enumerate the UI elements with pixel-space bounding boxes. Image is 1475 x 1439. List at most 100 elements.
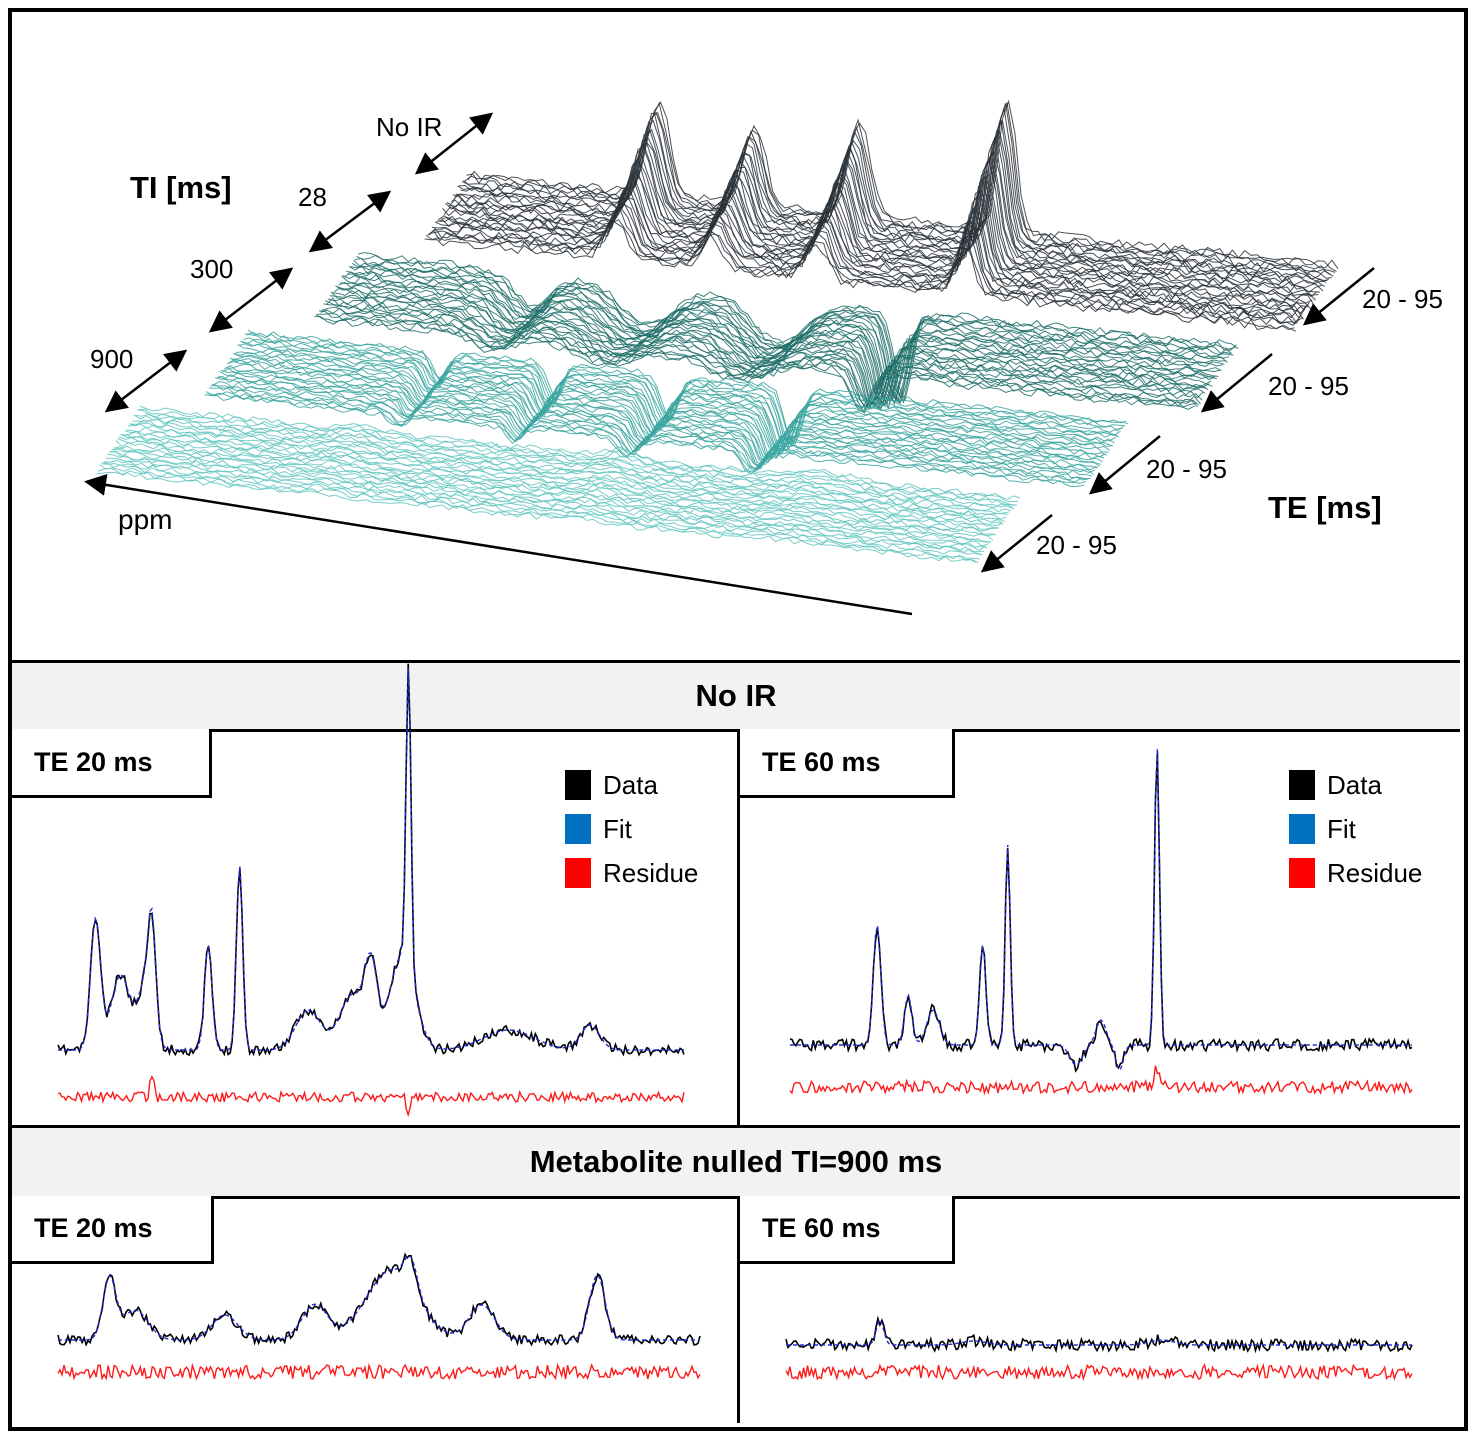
ti-arrow [208,267,294,333]
ti-arrow [104,349,188,413]
stacked-spectra-3d [84,99,1375,616]
spectrum-trace [216,375,1097,471]
residue-trace [57,1362,701,1381]
spectrum-trace [455,135,1327,284]
spectrum-trace [445,157,1316,301]
panel-label-box: TE 20 ms [12,1196,214,1264]
legend-label: Residue [1327,857,1423,888]
legend-label: Residue [603,857,699,888]
spectrum-trace [457,128,1328,281]
ti-arrow [308,190,392,253]
section-title: Metabolite nulled TI=900 ms [529,1144,943,1179]
ppm-axis-label: ppm [118,504,173,535]
spectrum-trace [105,457,986,551]
spectrum-stack [424,99,1339,332]
spectrum-trace [347,270,1228,406]
spectrum-trace [341,275,1222,410]
section-header-no-ir: No IR [12,660,1460,732]
fit-trace [58,668,684,1051]
spectrum-trace [223,364,1105,460]
panel-label-box: TE 20 ms [12,729,212,798]
spectrum-trace [225,363,1106,460]
spectrum-trace [241,338,1123,451]
spectrum-trace [234,351,1115,455]
spectrum-trace [317,312,1198,415]
spectrum-trace [115,440,997,536]
residue-trace [785,1363,1413,1382]
legend-item: Residue [1289,851,1422,895]
legend-swatch-fit [1289,814,1315,844]
spectrum-trace [210,385,1091,480]
spectrum-trace [452,138,1324,292]
spectrum-trace [133,414,1015,510]
data-trace [57,1252,701,1347]
residue-trace [58,1075,685,1118]
spectrum-trace [214,377,1096,474]
spectrum-trace [463,108,1334,277]
te-arrow [1302,267,1375,326]
legend-swatch-residue [1289,858,1315,888]
spectrum-stack [96,405,1021,563]
spectrum-trace [315,313,1197,413]
legend-item: Fit [1289,807,1422,851]
spectrum-trace [446,162,1318,298]
legend-label: Data [603,769,658,800]
panel-label: TE 20 ms [34,1213,153,1243]
spectrum-trace [211,383,1093,477]
spectrum-trace [102,463,983,556]
te-range-label: 20 - 95 [1146,454,1227,484]
legend-label: Fit [1327,813,1356,844]
ti-label-300: 300 [190,254,234,284]
spectrum-trace [136,409,1018,506]
spectrum-trace [332,290,1213,410]
spectrum-trace [96,471,977,563]
fit-trace [58,1254,700,1341]
spectrum-nulled-te60 [785,1315,1413,1382]
legend-item: Data [1289,763,1422,807]
spectrum-trace [440,173,1312,310]
spectrum-noir-te20 [57,663,685,1118]
te-arrow [1088,435,1161,495]
spectrum-stack [204,329,1129,488]
legend: Data Fit Residue [565,763,698,895]
spectrum-trace [458,128,1330,283]
panel-label: TE 60 ms [762,746,881,777]
legend-swatch-fit [565,814,591,844]
ti-label-28: 28 [298,182,327,212]
legend: Data Fit Residue [1289,763,1422,895]
spectrum-trace [207,391,1088,483]
spectrum-trace [448,152,1319,296]
ti-arrow [414,112,494,175]
te-range-label: 20 - 95 [1268,371,1349,401]
spectrum-trace [118,436,1000,530]
section-header-nulled: Metabolite nulled TI=900 ms [12,1125,1460,1199]
legend-label: Data [1327,769,1382,800]
spectrum-trace [431,203,1303,323]
spectrum-trace [109,450,991,543]
data-trace [57,663,685,1057]
legend-item: Fit [565,807,698,851]
spectrum-trace [427,208,1298,326]
spectrum-trace [127,423,1009,515]
spectrum-trace [114,445,995,537]
data-trace [785,1315,1413,1354]
legend-swatch-data [1289,770,1315,800]
spectrum-trace [244,333,1126,448]
spectrum-trace [451,144,1322,293]
panel-label-box: TE 60 ms [740,1196,955,1264]
spectrum-trace [97,467,979,563]
spectrum-trace [339,281,1221,406]
spectrum-trace [434,192,1306,319]
spectrum-trace [124,430,1006,523]
spectrum-trace [229,357,1111,460]
spectrum-trace [449,144,1321,294]
panel-divider [737,1196,740,1423]
spectrum-trace [439,174,1310,310]
ti-label-900: 900 [90,344,134,374]
figure-frame [8,8,1468,1431]
spectrum-trace [213,380,1094,476]
panel-label-box: TE 60 ms [740,729,955,798]
fit-trace [786,1318,1412,1346]
te-range-label: 20 - 95 [1036,530,1117,560]
